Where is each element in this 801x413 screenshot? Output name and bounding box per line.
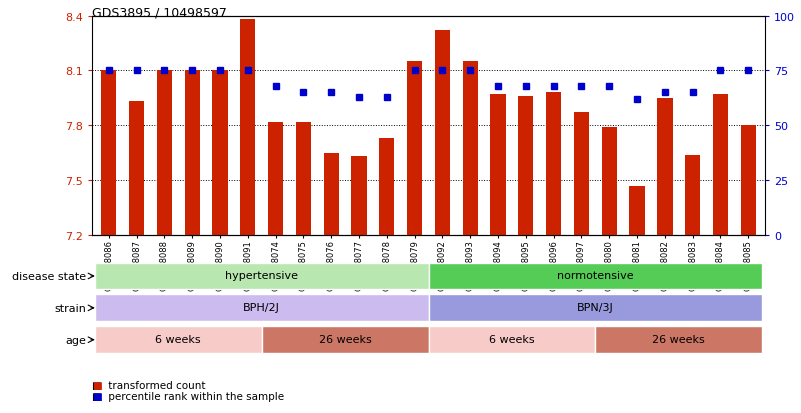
Text: normotensive: normotensive [557, 271, 634, 281]
Bar [95, 263, 429, 290]
Bar [262, 327, 429, 353]
Bar [657, 99, 673, 235]
Bar [95, 295, 429, 321]
Text: hypertensive: hypertensive [225, 271, 298, 281]
Bar [379, 139, 394, 235]
Bar [296, 122, 311, 235]
Bar [429, 295, 763, 321]
Bar [595, 327, 763, 353]
Bar [574, 113, 589, 235]
Bar [129, 102, 144, 235]
Text: GDS3895 / 10498597: GDS3895 / 10498597 [92, 6, 227, 19]
Bar [602, 128, 617, 235]
Bar [546, 93, 562, 235]
Text: ■  transformed count: ■ transformed count [92, 380, 206, 390]
Text: ■: ■ [92, 380, 102, 390]
Bar [490, 95, 505, 235]
Bar [685, 155, 700, 235]
Text: 6 weeks: 6 weeks [155, 334, 201, 344]
Bar [101, 71, 116, 235]
Text: BPH/2J: BPH/2J [244, 302, 280, 313]
Text: 26 weeks: 26 weeks [319, 334, 372, 344]
Bar [429, 327, 595, 353]
Bar [212, 71, 227, 235]
Bar [268, 122, 284, 235]
Bar [240, 20, 256, 235]
Text: strain: strain [54, 303, 87, 313]
Bar [429, 263, 763, 290]
Bar [407, 62, 422, 235]
Text: 6 weeks: 6 weeks [489, 334, 535, 344]
Bar [463, 62, 478, 235]
Bar [630, 186, 645, 235]
Bar [352, 157, 367, 235]
Bar [157, 71, 172, 235]
Bar [518, 97, 533, 235]
Text: BPN/3J: BPN/3J [577, 302, 614, 313]
Bar [741, 126, 756, 235]
Bar [324, 153, 339, 235]
Bar [713, 95, 728, 235]
Text: age: age [66, 335, 87, 345]
Text: 26 weeks: 26 weeks [652, 334, 705, 344]
Text: disease state: disease state [12, 271, 87, 281]
Text: ■  percentile rank within the sample: ■ percentile rank within the sample [92, 392, 284, 401]
Bar [95, 327, 262, 353]
Bar [184, 71, 200, 235]
Bar [435, 31, 450, 235]
Text: ■: ■ [92, 392, 102, 401]
